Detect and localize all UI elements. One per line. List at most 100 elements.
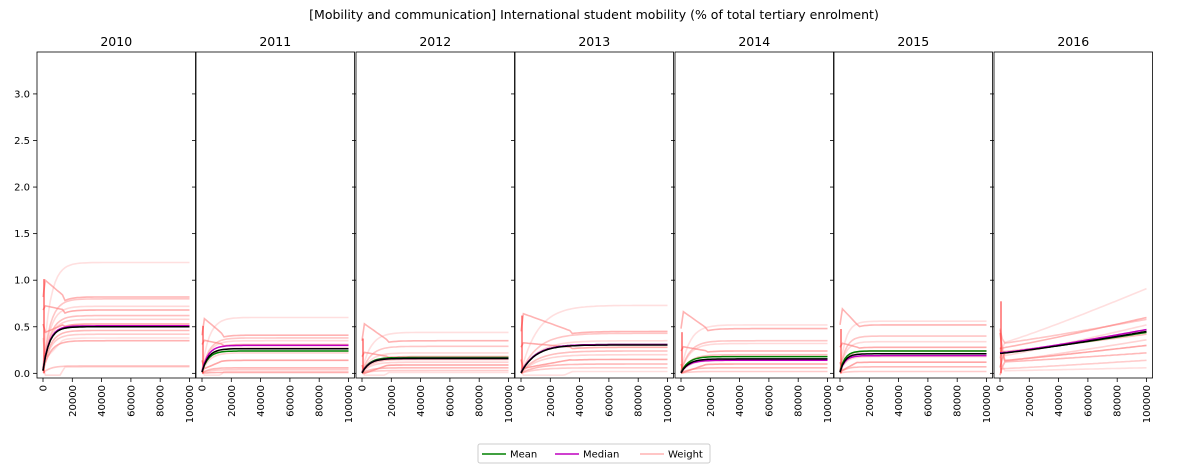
x-tick-label: 100000	[663, 385, 674, 423]
x-tick-label: 0	[358, 385, 369, 391]
mean-line	[201, 350, 349, 373]
legend-label-median: Median	[583, 450, 619, 461]
black-line	[42, 326, 190, 371]
weight-line	[201, 371, 349, 375]
x-tick-label: 60000	[604, 385, 615, 417]
panel-title: 2010	[100, 34, 132, 49]
x-tick-label: 100000	[823, 385, 834, 423]
x-tick-label: 80000	[315, 385, 326, 417]
weight-line	[361, 366, 509, 374]
median-line	[680, 359, 828, 374]
weight-line	[42, 333, 190, 372]
median-line	[839, 354, 987, 373]
x-tick-label: 40000	[894, 385, 905, 417]
black-line	[201, 347, 349, 373]
weight-line	[839, 361, 987, 372]
weight-line	[680, 363, 828, 374]
weight-line	[42, 305, 190, 370]
x-tick-label: 0	[836, 385, 847, 391]
weight-line	[201, 337, 349, 372]
weight-line	[520, 363, 668, 374]
weight-line	[839, 320, 987, 370]
weight-line	[839, 355, 987, 373]
weight-line	[680, 339, 828, 373]
weight-line	[520, 370, 668, 377]
weight-line	[839, 365, 987, 374]
weight-line	[361, 322, 509, 344]
weight-line	[201, 370, 349, 377]
panel-2013: 2013 0 20000 40000 60000 80000 100000	[511, 34, 674, 423]
weight-line	[361, 352, 509, 373]
x-tick-label: 0	[198, 385, 209, 391]
weight-line	[680, 353, 828, 373]
x-tick-label: 0	[39, 385, 50, 391]
panel-2014: 2014 0 20000 40000 60000 80000 100000	[671, 34, 834, 423]
y-tick-label: 2.0	[14, 183, 30, 194]
weight-line	[42, 323, 190, 334]
weight-line	[520, 358, 668, 370]
weight-line	[839, 370, 987, 374]
weight-line	[42, 297, 190, 370]
legend-box	[477, 443, 711, 464]
x-tick-label: 100000	[982, 385, 993, 423]
weight-line	[361, 361, 509, 374]
panel-title: 2012	[419, 34, 451, 49]
weight-line	[201, 316, 349, 371]
x-tick-label: 80000	[794, 385, 805, 417]
weight-line	[680, 366, 828, 374]
weight-line	[520, 366, 668, 374]
panel-2012: 2012 0 20000 40000 60000 80000 100000	[352, 34, 515, 423]
panel-title: 2014	[738, 34, 770, 49]
weight-line	[999, 356, 1147, 372]
weight-line	[680, 345, 828, 353]
panel-title: 2013	[578, 34, 610, 49]
x-tick-label: 20000	[546, 385, 557, 417]
weight-line	[361, 371, 509, 377]
weight-line	[1000, 316, 1147, 350]
weight-line	[999, 352, 1147, 376]
weight-line	[520, 304, 668, 372]
weight-line	[42, 305, 190, 314]
x-tick-label: 80000	[475, 385, 486, 417]
weight-line	[361, 358, 509, 374]
panel-frame	[993, 51, 1153, 379]
x-tick-label: 40000	[256, 385, 267, 417]
weight-line	[520, 339, 668, 373]
panel-frame	[833, 51, 993, 379]
x-tick-label: 100000	[185, 385, 196, 423]
mean-line	[361, 356, 509, 373]
legend-label-mean: Mean	[510, 450, 537, 461]
figure-title: [Mobility and communication] Internation…	[309, 7, 879, 22]
weight-line	[361, 331, 509, 372]
black-line	[680, 358, 828, 374]
weight-line	[42, 339, 190, 372]
y-tick-label: 0.5	[14, 322, 30, 333]
y-tick-label: 3.0	[14, 89, 30, 100]
x-tick-label: 80000	[953, 385, 964, 417]
black-line	[999, 330, 1147, 355]
weight-line	[520, 312, 668, 335]
x-tick-label: 100000	[504, 385, 515, 423]
x-tick-label: 80000	[1113, 385, 1124, 417]
x-tick-label: 40000	[97, 385, 108, 417]
mean-line	[839, 350, 987, 372]
x-tick-label: 40000	[1054, 385, 1065, 417]
weight-line	[361, 364, 509, 375]
x-tick-label: 60000	[1083, 385, 1094, 417]
weight-line	[839, 335, 987, 371]
y-tick-label: 1.5	[14, 229, 30, 240]
mean-line	[680, 355, 828, 373]
weight-line	[42, 365, 190, 377]
panel-2016: 2016 0 20000 40000 60000 80000 100000	[990, 34, 1153, 423]
weight-line	[1000, 359, 1147, 370]
black-line	[361, 357, 509, 374]
legend-label-weight: Weight	[668, 450, 703, 461]
x-tick-label: 60000	[445, 385, 456, 417]
panel-frame	[36, 51, 196, 379]
x-tick-label: 20000	[387, 385, 398, 417]
weight-line	[999, 332, 1147, 362]
panel-frame	[514, 51, 674, 379]
panel-frame	[674, 51, 834, 379]
weight-line	[680, 310, 828, 332]
